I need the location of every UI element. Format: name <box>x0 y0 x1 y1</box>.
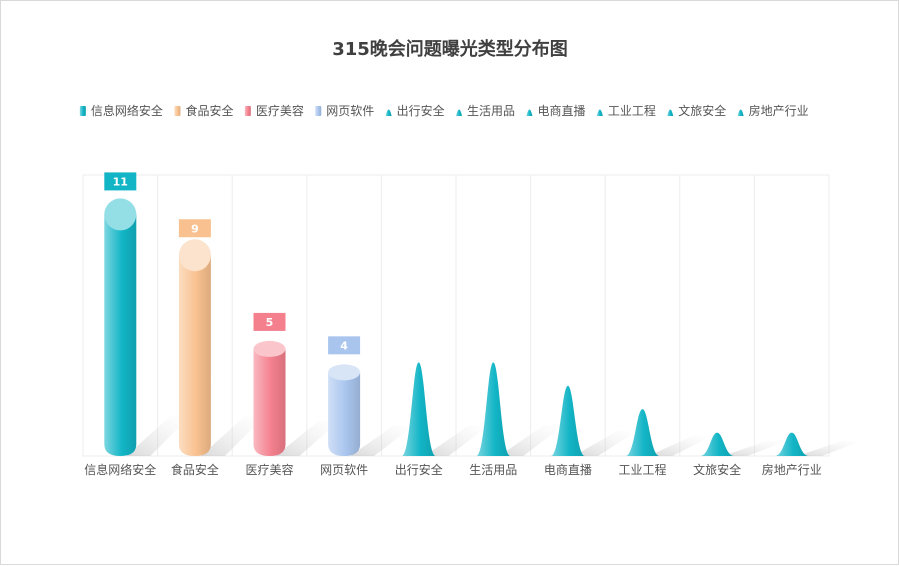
data-labels: 11 9 5 4 <box>104 172 361 355</box>
x-tick-cat-10: 房地产行业 <box>762 462 822 477</box>
legend-label: 食品安全 <box>185 103 233 118</box>
legend-item-cat-9[interactable]: 文旅安全 <box>667 103 726 118</box>
legend-marker <box>667 109 674 116</box>
legend-item-cat-2[interactable]: 食品安全 <box>174 103 233 118</box>
legend-item-cat-8[interactable]: 工业工程 <box>596 103 656 118</box>
legend-marker <box>596 109 603 116</box>
bar-cat-4[interactable] <box>328 364 361 456</box>
legend: 信息网络安全 食品安全 医疗美容 网页软件 出行安全 生活用品 电商直播 工业工程 文旅安全 房地… <box>79 103 809 118</box>
bars <box>104 198 809 456</box>
bar-cap <box>178 239 211 272</box>
bar-body <box>104 214 137 456</box>
legend-label: 网页软件 <box>326 104 374 118</box>
bar-shadow-cat-8 <box>648 435 713 456</box>
x-tick-cat-8: 工业工程 <box>618 462 666 477</box>
bar-cap <box>328 364 361 381</box>
bar-shadow-cat-5 <box>424 425 489 456</box>
data-label-text: 9 <box>191 222 199 235</box>
legend-label: 房地产行业 <box>749 103 809 118</box>
legend-label: 医疗美容 <box>256 103 304 118</box>
legend-item-cat-1[interactable]: 信息网络安全 <box>79 103 163 118</box>
legend-item-cat-5[interactable]: 出行安全 <box>385 103 445 118</box>
legend-item-cat-6[interactable]: 生活用品 <box>456 104 515 118</box>
bar-cat-5[interactable] <box>401 362 436 456</box>
legend-marker <box>315 106 322 116</box>
bar-cat-9[interactable] <box>700 432 735 456</box>
data-label-cat-2: 9 <box>178 219 211 238</box>
x-tick-cat-5: 出行安全 <box>395 462 443 477</box>
bar-cat-8[interactable] <box>625 409 660 456</box>
bar-cat-7[interactable] <box>550 385 585 456</box>
x-tick-cat-7: 电商直播 <box>544 462 592 477</box>
bar-shadow-cat-3 <box>275 420 340 456</box>
bar-cat-1[interactable] <box>104 198 137 456</box>
legend-marker <box>174 106 181 116</box>
x-tick-cat-3: 医疗美容 <box>245 462 293 477</box>
data-label-box <box>104 172 137 191</box>
bar-shadows <box>126 416 862 456</box>
data-label-box <box>328 336 361 355</box>
data-label-cat-1: 11 <box>104 172 137 191</box>
legend-label: 信息网络安全 <box>91 103 163 118</box>
x-axis-ticks: 信息网络安全 食品安全 医疗美容 网页软件 出行安全 生活用品 电商直播 工业工程 文旅安全 房地… <box>84 462 821 477</box>
data-label-cat-3: 5 <box>253 312 286 331</box>
data-label-text: 11 <box>113 175 128 188</box>
legend-item-cat-3[interactable]: 医疗美容 <box>244 103 304 118</box>
bar-body <box>253 348 286 456</box>
x-tick-cat-1: 信息网络安全 <box>84 462 156 477</box>
legend-marker <box>244 106 251 116</box>
legend-marker <box>526 109 533 116</box>
bar-shadow-cat-7 <box>573 430 638 456</box>
data-label-text: 5 <box>266 316 274 329</box>
bar-cat-2[interactable] <box>178 239 211 456</box>
legend-marker <box>79 106 86 116</box>
legend-marker <box>385 109 392 116</box>
data-label-box <box>253 312 286 331</box>
bar-shadow-cat-1 <box>126 416 191 456</box>
legend-item-cat-10[interactable]: 房地产行业 <box>737 103 809 118</box>
bar-body <box>178 255 211 456</box>
x-tick-cat-9: 文旅安全 <box>693 462 741 477</box>
data-label-box <box>178 219 211 238</box>
legend-marker <box>737 109 744 116</box>
bar-shadow-cat-10 <box>797 440 862 456</box>
bar-cap <box>253 340 286 357</box>
x-tick-cat-6: 生活用品 <box>469 463 517 477</box>
bar-shadow-cat-2 <box>200 416 265 456</box>
legend-marker <box>456 109 463 116</box>
x-tick-cat-2: 食品安全 <box>171 462 219 477</box>
x-tick-cat-4: 网页软件 <box>320 463 368 477</box>
chart-title: 315晚会问题曝光类型分布图 <box>332 38 568 60</box>
legend-label: 电商直播 <box>537 103 585 118</box>
bar-shadow-cat-4 <box>350 425 415 456</box>
bar-cap <box>104 198 137 231</box>
legend-label: 生活用品 <box>467 104 515 118</box>
bar-cat-3[interactable] <box>253 340 286 456</box>
legend-label: 出行安全 <box>397 103 445 118</box>
bar-body <box>328 372 361 456</box>
bar-cat-6[interactable] <box>476 362 511 456</box>
data-label-text: 4 <box>340 339 348 352</box>
data-label-cat-4: 4 <box>328 336 361 355</box>
legend-label: 文旅安全 <box>678 103 726 118</box>
grid <box>82 174 830 457</box>
bar-cat-10[interactable] <box>774 432 809 456</box>
bar-shadow-cat-6 <box>499 425 564 456</box>
legend-label: 工业工程 <box>608 103 656 118</box>
bar-shadow-cat-9 <box>723 440 788 456</box>
legend-item-cat-4[interactable]: 网页软件 <box>315 104 374 118</box>
legend-item-cat-7[interactable]: 电商直播 <box>526 103 585 118</box>
